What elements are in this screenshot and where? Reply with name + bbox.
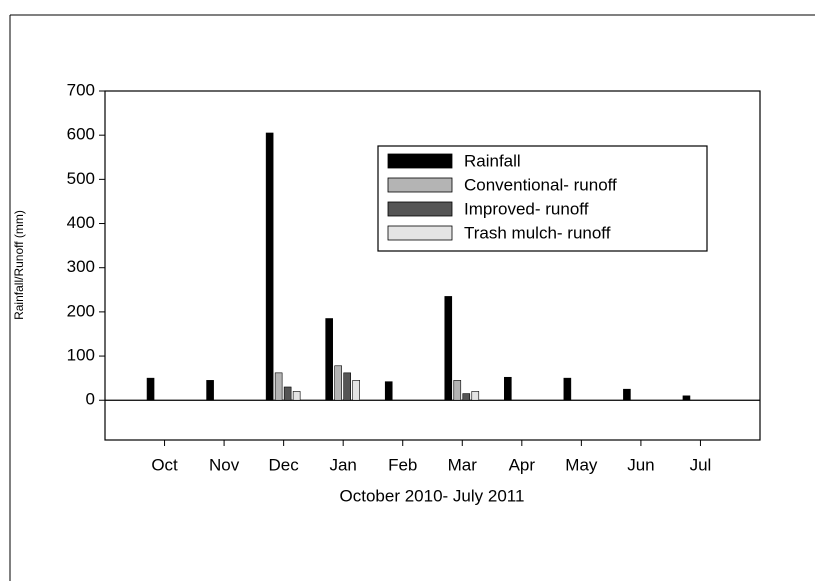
bar (283, 386, 292, 401)
bar (146, 377, 155, 401)
x-tick-label: Mar (448, 455, 478, 474)
y-tick-label: 600 (67, 125, 95, 144)
x-tick-label: Jun (627, 455, 654, 474)
x-tick-label: Feb (388, 455, 417, 474)
legend-label: Conventional- runoff (464, 175, 617, 194)
x-tick-label: Jan (329, 455, 356, 474)
bar (274, 372, 283, 401)
y-tick-label: 500 (67, 169, 95, 188)
bar (504, 376, 512, 401)
legend-swatch (387, 201, 453, 217)
y-tick-label: 0 (86, 390, 95, 409)
bar (471, 391, 480, 401)
plot-frame (104, 90, 761, 441)
legend-swatch (387, 153, 453, 169)
legend-label: Rainfall (464, 151, 521, 170)
legend-label: Trash mulch- runoff (464, 223, 611, 242)
y-tick-label: 400 (67, 213, 95, 232)
bar (352, 380, 360, 401)
bar (682, 395, 691, 401)
bar (384, 381, 393, 401)
legend-label: Improved- runoff (464, 199, 589, 218)
bar (206, 380, 214, 401)
bar (623, 388, 631, 401)
x-axis-label: October 2010- July 2011 (340, 486, 525, 505)
y-axis-label: Rainfall/Runoff (mm) (12, 210, 26, 320)
y-tick-label: 100 (67, 346, 95, 365)
y-tick-label: 200 (67, 301, 95, 320)
bar (343, 372, 351, 401)
x-tick-label: Jul (690, 455, 712, 474)
bar (325, 318, 333, 401)
y-tick-label: 700 (67, 80, 95, 99)
x-tick-label: Dec (269, 455, 300, 474)
bar (444, 296, 453, 401)
legend-swatch (387, 225, 453, 241)
bar (453, 380, 462, 401)
bar (462, 393, 471, 401)
x-tick-label: Nov (209, 455, 240, 474)
x-tick-label: May (565, 455, 598, 474)
legend-swatch (387, 177, 453, 193)
bar (563, 377, 572, 401)
bar (334, 365, 342, 401)
x-tick-label: Oct (151, 455, 178, 474)
bar (265, 132, 274, 401)
y-tick-label: 300 (67, 257, 95, 276)
x-tick-label: Apr (509, 455, 536, 474)
bar (292, 391, 301, 401)
